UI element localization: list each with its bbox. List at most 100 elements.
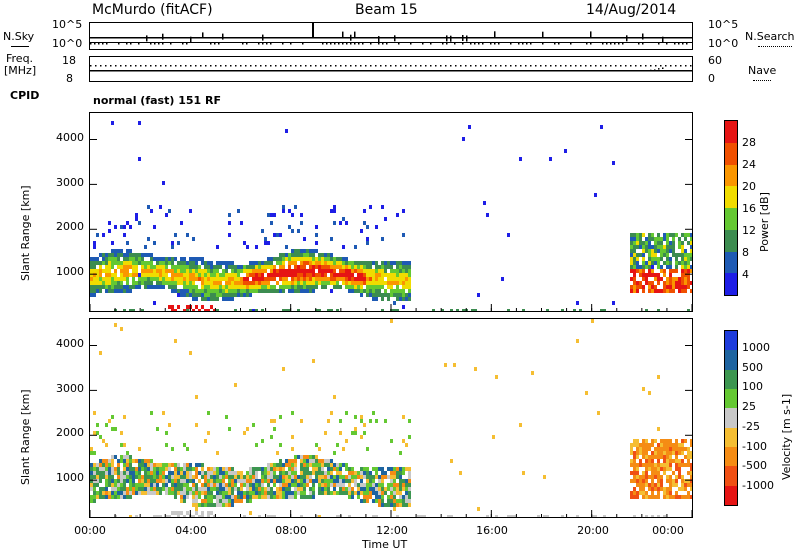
heat-cell xyxy=(291,289,294,293)
heat-cell xyxy=(261,483,264,487)
heat-cell xyxy=(312,455,315,459)
heat-cell xyxy=(243,431,246,435)
heat-cell xyxy=(144,467,147,471)
heat-cell xyxy=(663,491,666,495)
heat-cell xyxy=(210,487,213,491)
heat-cell xyxy=(282,479,285,483)
nave-dot xyxy=(100,65,102,67)
heat-cell xyxy=(255,471,258,475)
heat-cell xyxy=(147,261,150,265)
heat-cell xyxy=(138,487,141,491)
heat-cell xyxy=(261,475,264,479)
heat-cell xyxy=(402,471,405,475)
heat-cell xyxy=(177,471,180,475)
heat-cell xyxy=(660,483,663,487)
heat-cell xyxy=(381,277,384,281)
heat-cell xyxy=(312,463,315,467)
heat-cell xyxy=(381,471,384,475)
heat-cell xyxy=(210,297,213,301)
heat-cell xyxy=(402,503,405,507)
heat-cell xyxy=(270,257,273,261)
heat-cell xyxy=(279,463,282,467)
heat-cell xyxy=(144,459,147,463)
heat-cell xyxy=(204,281,207,285)
heat-cell xyxy=(144,463,147,467)
nave-dot xyxy=(665,65,667,67)
heat-cell xyxy=(324,269,327,273)
heat-cell xyxy=(195,257,198,261)
heat-cell xyxy=(408,273,411,277)
heat-cell xyxy=(315,455,318,459)
heat-cell xyxy=(99,467,102,471)
heat-cell xyxy=(327,471,330,475)
heat-cell xyxy=(678,447,681,451)
heat-cell xyxy=(264,467,267,471)
nsearch-dot xyxy=(186,43,188,45)
heat-cell xyxy=(147,205,150,209)
heat-cell xyxy=(501,277,504,281)
nave-dot xyxy=(155,65,157,67)
heat-cell xyxy=(450,309,453,311)
colorbar-cell xyxy=(725,447,737,467)
heat-cell xyxy=(180,471,183,475)
heat-cell xyxy=(372,261,375,265)
heat-cell xyxy=(96,277,99,281)
heat-cell xyxy=(399,297,402,301)
heat-cell xyxy=(195,491,198,495)
heat-cell xyxy=(645,515,648,517)
heat-cell xyxy=(666,285,669,289)
heat-cell xyxy=(342,217,345,221)
heat-cell xyxy=(312,257,315,261)
heat-cell xyxy=(255,475,258,479)
heat-cell xyxy=(675,463,678,467)
heat-cell xyxy=(678,467,681,471)
heat-cell xyxy=(207,491,210,495)
heat-cell xyxy=(249,261,252,265)
heat-cell xyxy=(204,495,207,499)
heat-cell xyxy=(159,285,162,289)
heat-cell xyxy=(408,467,411,471)
heat-cell xyxy=(261,289,264,293)
heat-cell xyxy=(648,463,651,467)
heat-cell xyxy=(318,273,321,277)
heat-cell xyxy=(366,479,369,483)
heat-cell xyxy=(318,447,321,451)
heat-cell xyxy=(666,261,669,265)
heat-cell xyxy=(309,249,312,253)
heat-cell xyxy=(147,269,150,273)
heat-cell xyxy=(147,277,150,281)
heat-cell xyxy=(123,261,126,265)
nave-dot xyxy=(210,65,212,67)
heat-cell xyxy=(363,495,366,499)
heat-cell xyxy=(291,459,294,463)
heat-cell xyxy=(396,515,399,517)
heat-cell xyxy=(630,245,633,249)
heat-cell xyxy=(147,237,150,241)
nsearch-dot xyxy=(586,43,588,45)
heat-cell xyxy=(177,515,180,517)
nave-dot xyxy=(420,65,422,67)
heat-cell xyxy=(639,447,642,451)
heat-cell xyxy=(678,241,681,245)
heat-cell xyxy=(639,285,642,289)
heat-cell xyxy=(666,265,669,269)
heat-cell xyxy=(408,269,411,273)
heat-cell xyxy=(312,495,315,499)
heat-cell xyxy=(336,491,339,495)
heat-cell xyxy=(360,487,363,491)
heat-cell xyxy=(372,483,375,487)
heat-cell xyxy=(180,273,183,277)
heat-cell xyxy=(120,289,123,293)
heat-cell xyxy=(288,309,291,311)
heat-cell xyxy=(123,309,126,311)
heat-cell xyxy=(126,451,129,455)
heat-cell xyxy=(330,265,333,269)
heat-cell xyxy=(357,475,360,479)
heat-cell xyxy=(231,277,234,281)
heat-cell xyxy=(255,443,258,447)
heat-cell xyxy=(252,491,255,495)
heat-cell xyxy=(690,265,692,269)
heat-cell xyxy=(219,277,222,281)
heat-cell xyxy=(216,451,219,455)
heat-cell xyxy=(657,447,660,451)
